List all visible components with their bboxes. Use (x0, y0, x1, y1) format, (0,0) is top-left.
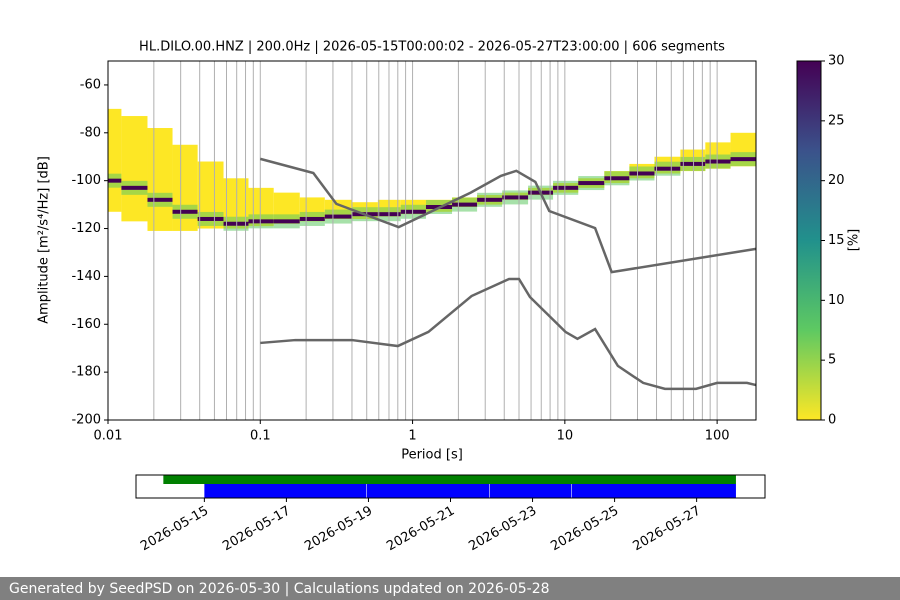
availability-bar (489, 484, 572, 498)
x-tick-label: 2026-05-27 (630, 504, 703, 555)
density-mode (578, 181, 605, 186)
density-mode (502, 195, 529, 200)
availability-bar (204, 484, 367, 498)
colorbar-tick-label: 5 (828, 353, 836, 368)
colorbar-tick-label: 30 (828, 54, 845, 69)
density-cell (108, 108, 122, 212)
y-tick-label: -140 (71, 269, 101, 284)
density-mode (248, 219, 274, 224)
y-tick-label: -200 (71, 413, 101, 428)
availability-bar (571, 484, 736, 498)
density-mode (121, 185, 148, 190)
density-mode (400, 209, 426, 214)
y-axis-label: Amplitude [m²/s⁴/Hz] [dB] (37, 156, 52, 324)
x-tick-label: 2026-05-17 (220, 504, 293, 555)
x-tick-label: 2026-05-23 (466, 504, 539, 555)
density-mode (705, 159, 731, 164)
density-cell (121, 116, 148, 222)
y-tick-label: -100 (71, 173, 101, 188)
density-mode (299, 216, 325, 221)
x-tick-label: 1 (408, 429, 416, 444)
density-mode (197, 216, 224, 221)
x-axis-label: Period [s] (401, 448, 463, 463)
density-mode (324, 214, 352, 219)
density-mode (273, 219, 300, 224)
density-mode (452, 202, 478, 207)
colorbar-tick-label: 0 (828, 413, 836, 428)
availability-bar (366, 484, 490, 498)
density-mode (223, 221, 249, 226)
x-tick-label: 10 (557, 429, 574, 444)
density-cell (147, 128, 173, 231)
density-mode (108, 178, 122, 183)
footer: Generated by SeedPSD on 2026-05-30 | Cal… (0, 577, 900, 600)
density-mode (553, 185, 579, 190)
density-mode (730, 157, 756, 162)
density-mode (604, 176, 630, 181)
colorbar-tick-label: 10 (828, 293, 845, 308)
colorbar-tick-label: 20 (828, 173, 845, 188)
y-tick-label: -80 (80, 125, 101, 140)
colorbar-label: [%] (847, 229, 862, 252)
density-mode (654, 166, 681, 171)
density-mode (147, 197, 173, 202)
x-tick-label: 2026-05-25 (548, 504, 621, 555)
availability-bar (163, 475, 736, 484)
colorbar (796, 60, 822, 421)
colorbar-tick-label: 25 (828, 113, 845, 128)
x-tick-label: 2026-05-19 (302, 504, 375, 555)
x-tick-label: 100 (705, 429, 730, 444)
density-mode (477, 197, 503, 202)
chart-title: HL.DILO.00.HNZ | 200.0Hz | 2026-05-15T00… (139, 40, 725, 55)
plot-frame (107, 60, 757, 421)
density-mode (680, 161, 706, 166)
x-tick-label: 0.01 (94, 429, 123, 444)
y-tick-label: -60 (80, 77, 101, 92)
y-tick-label: -160 (71, 317, 101, 332)
colorbar-tick-label: 15 (828, 233, 845, 248)
noise-model-line (259, 157, 757, 274)
noise-model-line (260, 277, 757, 391)
y-tick-label: -180 (71, 365, 101, 380)
x-tick-label: 2026-05-21 (384, 504, 457, 555)
x-tick-label: 2026-05-15 (138, 504, 211, 555)
y-tick-label: -120 (71, 221, 101, 236)
density-mode (172, 209, 198, 214)
plot-area (108, 108, 756, 231)
density-mode (629, 171, 655, 176)
x-tick-label: 0.1 (250, 429, 271, 444)
